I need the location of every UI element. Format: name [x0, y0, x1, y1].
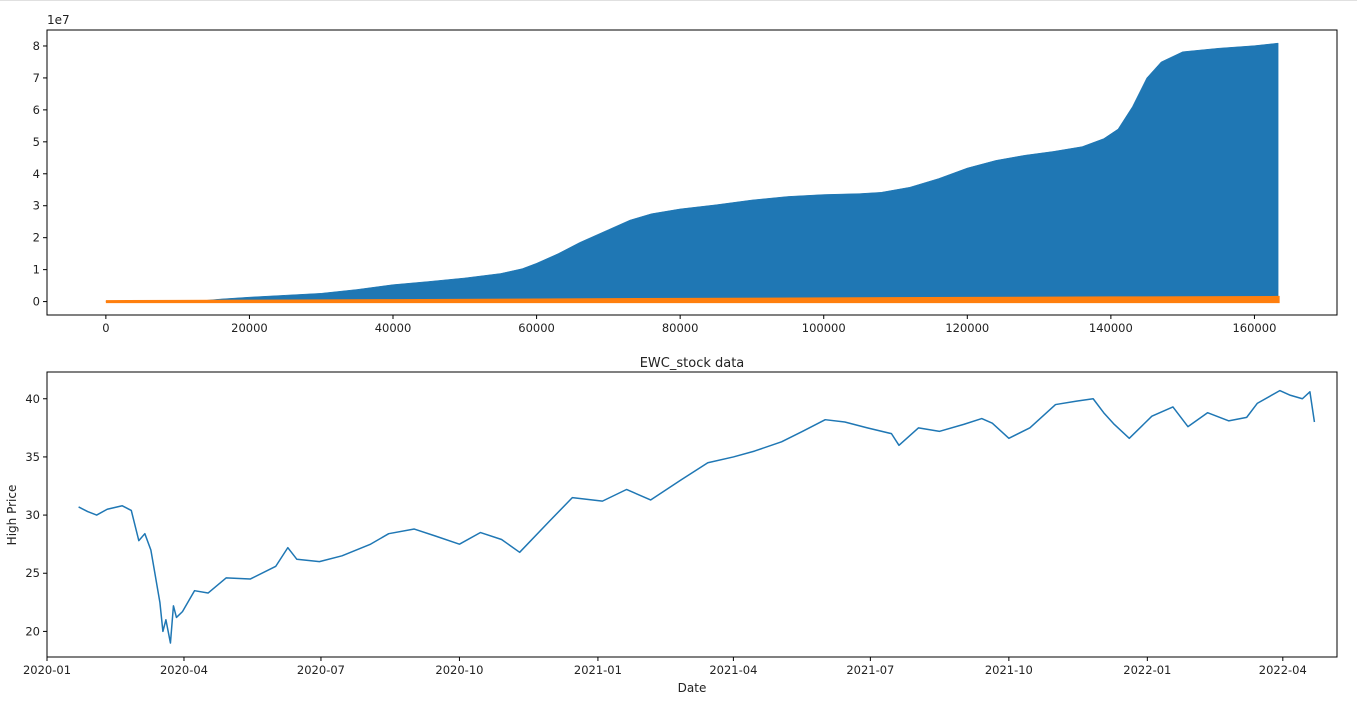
- x-tick-label: 40000: [375, 321, 412, 335]
- area-series-0: [105, 42, 1279, 302]
- x-tick-label: 2022-01: [1123, 663, 1171, 677]
- y-tick-label: 25: [25, 566, 40, 580]
- x-tick-label: 2020-04: [160, 663, 208, 677]
- area-series-1: [105, 295, 1280, 304]
- bottom-chart-frame: [46, 371, 1338, 658]
- x-tick-label: 2020-07: [297, 663, 345, 677]
- x-tick-label: 120000: [945, 321, 989, 335]
- y-tick-label: 20: [25, 624, 40, 638]
- x-tick-label: 2020-10: [435, 663, 483, 677]
- y-tick-label: 7: [33, 71, 40, 85]
- x-tick-label: 2022-04: [1259, 663, 1307, 677]
- x-tick-label: 140000: [1089, 321, 1133, 335]
- top-chart-x-ticks: 0 20000 40000 60000 80000 100000 120000 140000 1…: [102, 315, 1276, 335]
- top-chart-offset-text: 1e7: [47, 13, 70, 27]
- x-tick-label: 2021-07: [846, 663, 894, 677]
- y-tick-label: 35: [25, 450, 40, 464]
- y-tick-label: 8: [33, 39, 40, 53]
- top-chart-y-ticks: 0 1 2 3 4 5 6 7 8: [33, 39, 47, 309]
- y-tick-label: 6: [33, 103, 40, 117]
- x-tick-label: 100000: [802, 321, 846, 335]
- y-tick-label: 40: [25, 392, 40, 406]
- x-tick-label: 2021-04: [709, 663, 757, 677]
- bottom-chart-y-label: High Price: [5, 485, 19, 546]
- x-tick-label: 60000: [518, 321, 555, 335]
- x-tick-label: 80000: [662, 321, 699, 335]
- x-tick-label: 2021-01: [574, 663, 622, 677]
- x-tick-label: 160000: [1232, 321, 1276, 335]
- bottom-chart: 2020-01 2020-04 2020-07 2020-10 2021-01 2021-…: [5, 356, 1338, 695]
- top-chart-frame: [46, 29, 1338, 316]
- y-tick-label: 3: [33, 199, 40, 213]
- y-tick-label: 0: [33, 295, 40, 309]
- y-tick-label: 2: [33, 231, 40, 245]
- x-tick-label: 2021-10: [985, 663, 1033, 677]
- top-chart-series: [105, 42, 1280, 304]
- y-tick-label: 5: [33, 135, 40, 149]
- x-tick-label: 2020-01: [23, 663, 71, 677]
- y-tick-label: 4: [33, 167, 40, 181]
- bottom-chart-x-ticks: 2020-01 2020-04 2020-07 2020-10 2021-01 2021-…: [23, 657, 1307, 677]
- x-tick-label: 0: [102, 321, 109, 335]
- bottom-chart-x-label: Date: [678, 681, 707, 695]
- x-tick-label: 20000: [231, 321, 268, 335]
- top-chart: 0 20000 40000 60000 80000 100000 120000 140000 1…: [33, 13, 1338, 335]
- bottom-chart-series: [78, 389, 1316, 644]
- y-tick-label: 30: [25, 508, 40, 522]
- bottom-chart-y-ticks: 20 25 30 35 40: [25, 392, 47, 638]
- y-tick-label: 1: [33, 263, 40, 277]
- line-series-0: [78, 389, 1316, 644]
- top-border: [0, 0, 1357, 1]
- bottom-chart-title: EWC_stock data: [640, 356, 745, 371]
